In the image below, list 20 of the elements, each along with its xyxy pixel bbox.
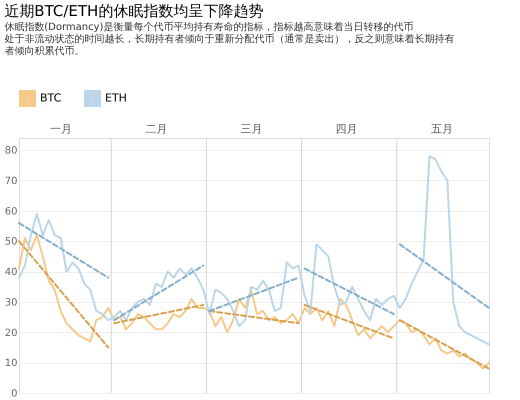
y-tick-label: 70: [4, 176, 18, 187]
y-tick-label: 60: [4, 206, 18, 218]
y-tick-label: 0: [11, 388, 18, 400]
y-tick-label: 50: [4, 236, 18, 248]
x-tick-label: 四月: [336, 122, 358, 136]
y-tick-label: 20: [4, 328, 18, 339]
y-tick-label: 80: [4, 146, 18, 157]
chart-title: 近期BTC/ETH的休眠指数均呈下降趋势: [4, 2, 264, 20]
y-tick-label: 30: [4, 297, 18, 308]
chart-subtitle: 休眠指数(Dormancy)是衡量每个代币平均持有寿命的指标，指标越高意味着当日转移的代币处于非流动状态的时间越长，长期持有者倾向于重新分配代币（通常是卖出），反之则意味着长期持有者倾向积累代币。: [4, 21, 454, 57]
x-tick-label: 一月: [50, 122, 72, 136]
x-tick-label: 二月: [145, 122, 168, 136]
x-tick-label: 三月: [240, 122, 263, 136]
legend-label: ETH: [105, 92, 127, 105]
y-tick-label: 10: [4, 358, 18, 370]
line-series: [18, 234, 490, 370]
legend-label: BTC: [40, 92, 62, 105]
x-tick-label: 五月: [430, 122, 453, 136]
y-tick-label: 40: [4, 267, 18, 278]
line-series: [18, 155, 490, 346]
